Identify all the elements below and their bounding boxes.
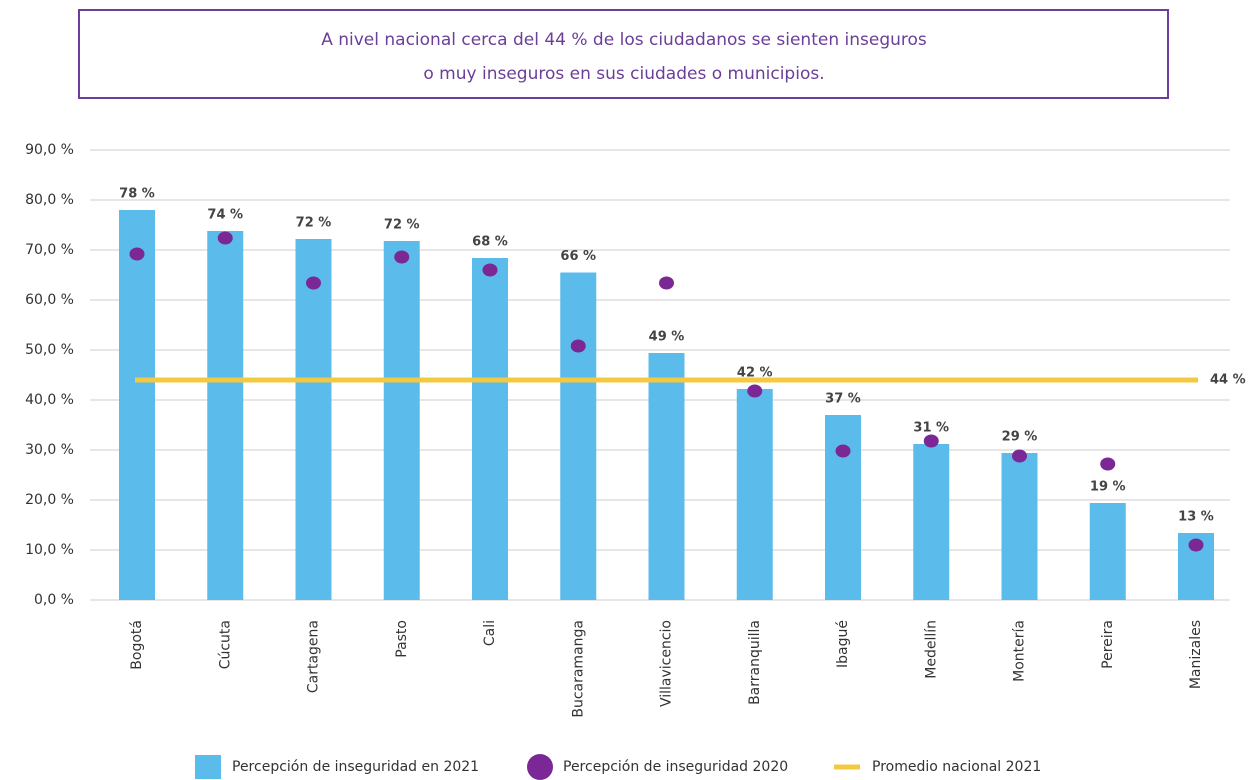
x-tick-label: Cartagena (306, 620, 322, 693)
legend-label: Promedio nacional 2021 (872, 759, 1041, 775)
y-tick-label: 40,0 % (25, 392, 74, 408)
x-tick-label: Montería (1012, 620, 1028, 682)
x-tick-label: Pereira (1100, 620, 1116, 669)
data-label: 42 % (737, 366, 773, 381)
chart-title: o muy inseguros en sus ciudades o munici… (423, 64, 824, 84)
data-label: 19 % (1090, 480, 1126, 495)
dot (217, 231, 233, 245)
y-tick-label: 90,0 % (25, 142, 74, 158)
data-label: 37 % (825, 392, 861, 407)
y-tick-label: 20,0 % (25, 492, 74, 508)
chart-title: A nivel nacional cerca del 44 % de los c… (321, 30, 927, 50)
dot (570, 339, 586, 353)
x-tick-label: Cali (482, 620, 498, 646)
dot (482, 263, 498, 277)
data-label: 74 % (207, 208, 243, 223)
y-tick-label: 0,0 % (34, 592, 74, 608)
bar (825, 415, 861, 600)
data-label: 66 % (560, 249, 596, 264)
y-tick-label: 80,0 % (25, 192, 74, 208)
data-label: 49 % (649, 330, 685, 345)
dot (659, 276, 674, 290)
bar (472, 258, 508, 600)
bar (560, 272, 597, 600)
bar (207, 231, 244, 600)
dot (394, 250, 410, 264)
y-tick-label: 70,0 % (25, 242, 74, 258)
x-tick-label: Manizales (1188, 620, 1204, 689)
bar (648, 353, 685, 600)
x-tick-label: Medellín (923, 620, 939, 679)
bar (1001, 453, 1038, 600)
y-tick-label: 30,0 % (25, 442, 74, 458)
bar (383, 241, 420, 600)
y-tick-label: 50,0 % (25, 342, 74, 358)
dot (923, 434, 939, 448)
legend-swatch (195, 755, 221, 779)
x-tick-label: Bucaramanga (570, 620, 586, 718)
dot (1188, 538, 1204, 552)
legend-label: Percepción de inseguridad en 2021 (232, 759, 479, 775)
x-tick-label: Barranquilla (747, 620, 763, 705)
bar (913, 444, 950, 600)
data-label: 72 % (384, 218, 420, 233)
dot (835, 444, 851, 458)
y-tick-label: 60,0 % (25, 292, 74, 308)
dot (1012, 449, 1027, 463)
data-label: 31 % (913, 421, 949, 436)
legend-label: Percepción de inseguridad 2020 (563, 759, 788, 775)
data-label: 78 % (119, 187, 155, 202)
title-box (78, 9, 1169, 99)
x-tick-label: Bogotá (129, 620, 145, 670)
dot (129, 247, 145, 261)
x-tick-label: Pasto (394, 620, 410, 658)
data-label: 68 % (472, 235, 508, 250)
bar (1089, 503, 1126, 600)
data-label: 72 % (296, 216, 332, 231)
data-label: 29 % (1002, 430, 1038, 445)
y-tick-label: 10,0 % (25, 542, 74, 558)
dot (747, 384, 763, 398)
x-tick-label: Ibagué (835, 620, 851, 668)
bar (119, 210, 155, 600)
bar (295, 239, 332, 600)
x-tick-label: Villavicencio (659, 620, 675, 707)
average-label: 44 % (1210, 373, 1246, 388)
bar (736, 389, 773, 600)
dot (1100, 457, 1116, 471)
x-tick-label: Cúcuta (217, 620, 233, 669)
data-label: 13 % (1178, 510, 1214, 525)
legend-swatch (527, 754, 553, 780)
dot (306, 276, 321, 290)
